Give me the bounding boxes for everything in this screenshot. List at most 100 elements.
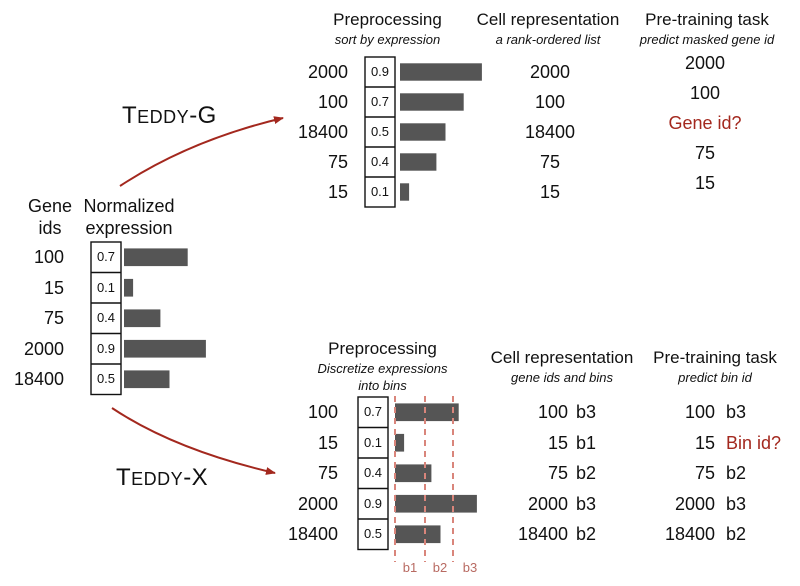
teddy-g-value-3: 0.4 [370,154,390,169]
teddy-g-task-header: Pre-training task [645,10,769,29]
teddy-x-task-gene-1: 15 [694,432,715,453]
left-bar-1 [124,278,134,297]
teddy-g-value-1: 0.7 [370,94,390,109]
teddy-x-gene-2: 75 [317,463,338,483]
teddy-x-bar-0 [395,403,459,422]
teddy-g-cell-item-0: 2000 [529,62,571,82]
teddy-g-gene-2: 18400 [297,122,348,142]
teddy-x-cell-gene-4: 18400 [518,524,569,544]
teddy-x-task-gene-3: 2000 [674,493,715,514]
teddy-x-bar-4 [395,525,441,544]
left-bar-0 [124,248,188,267]
left-bar-2 [124,309,161,328]
teddy-x-value-1: 0.1 [363,434,383,450]
left-gene-2: 75 [43,308,64,328]
teddy-x-cell-gene-0: 100 [537,402,568,422]
bin-label-b2: b2 [432,560,448,575]
teddy-x-task-gene-2: 75 [694,463,715,483]
teddy-g-gene-3: 75 [327,152,348,172]
arrow-to-teddy-x [111,407,276,475]
teddy-x-bar-1 [395,433,405,452]
teddy-x-masked-bin-id: Bin id? [726,432,782,453]
normalized-expression-header: Normalized expression [83,196,175,238]
teddy-x-task-bin-3: b3 [726,493,747,514]
left-value-4: 0.5 [96,371,116,386]
teddy-x-task-gene-0: 100 [684,402,715,422]
teddy-g-task-item-4: 15 [694,173,716,193]
teddy-x-preprocessing-header: Preprocessing [328,339,437,358]
teddy-g-bar-3 [400,153,437,171]
teddy-g-bar-4 [400,183,410,201]
teddy-g-cell-item-1: 100 [534,92,566,112]
teddy-x-cell-bin-4: b2 [576,524,597,544]
teddy-x-task-gene-4: 18400 [665,524,716,544]
teddy-x-gene-3: 2000 [297,493,338,514]
teddy-x-title: TEDDY-X [116,464,209,491]
teddy-g-task-item-3: 75 [694,143,716,163]
teddy-g-bar-0 [400,63,482,81]
teddy-g-gene-4: 15 [327,182,348,202]
teddy-x-cell-bin-3: b3 [576,493,597,514]
teddy-x-cell-gene-1: 15 [547,432,568,453]
teddy-g-cell-item-3: 75 [539,152,561,172]
teddy-x-task-bin-0: b3 [726,402,747,422]
teddy-x-preprocessing-subtitle: Discretize expressions into bins [317,361,448,393]
teddy-x-cell-bin-0: b3 [576,402,597,422]
teddy-x-value-2: 0.4 [363,465,383,480]
teddy-g-preprocessing-subtitle: sort by expression [334,32,441,47]
teddy-x-task-bin-2: b2 [726,463,747,483]
teddy-x-gene-4: 18400 [287,524,338,544]
left-value-2: 0.4 [96,310,116,325]
teddy-g-gene-1: 100 [317,92,348,112]
left-gene-1: 15 [43,277,64,298]
teddy-g-cell-subtitle: a rank-ordered list [495,32,601,47]
teddy-x-task-bin-4: b2 [726,524,747,544]
teddy-x-value-box [357,396,389,551]
left-gene-3: 2000 [23,338,64,359]
teddy-x-cell-bin-1: b1 [576,432,597,453]
bin-label-b3: b3 [462,560,478,575]
gene-ids-header: Gene ids [27,196,73,238]
arrow-to-teddy-g [119,116,284,187]
teddy-g-value-0: 0.9 [370,64,390,79]
teddy-x-gene-1: 15 [317,432,338,453]
teddy-g-title: TEDDY-G [122,102,217,129]
teddy-x-bar-3 [395,494,477,513]
teddy-x-task-header: Pre-training task [653,348,777,367]
teddy-x-task-subtitle: predict bin id [678,370,752,385]
teddy-x-cell-gene-2: 75 [547,463,568,483]
teddy-g-task-subtitle: predict masked gene id [639,32,775,47]
teddy-g-cell-header: Cell representation [476,10,620,29]
bin-label-b1: b1 [402,560,418,575]
teddy-g-bar-2 [400,123,446,141]
teddy-g-cell-item-2: 18400 [524,122,576,142]
left-bar-4 [124,370,170,389]
teddy-g-gene-0: 2000 [307,62,348,82]
teddy-x-value-4: 0.5 [363,526,383,541]
teddy-x-value-0: 0.7 [363,404,383,419]
teddy-g-task-item-1: 100 [689,83,721,103]
left-value-box [90,241,122,396]
teddy-g-value-box [364,56,396,208]
teddy-g-value-2: 0.5 [370,124,390,139]
teddy-x-cell-header: Cell representation [490,348,634,367]
teddy-x-cell-gene-3: 2000 [527,493,568,514]
left-gene-0: 100 [33,247,64,267]
teddy-x-bar-2 [395,464,432,483]
teddy-g-bar-1 [400,93,464,111]
left-gene-4: 18400 [13,369,64,389]
teddy-x-gene-0: 100 [307,402,338,422]
teddy-x-value-3: 0.9 [363,495,383,511]
teddy-g-cell-item-4: 15 [539,182,561,202]
left-bar-3 [124,339,206,358]
left-value-3: 0.9 [96,340,116,356]
teddy-g-value-4: 0.1 [370,184,390,199]
teddy-x-cell-bin-2: b2 [576,463,597,483]
left-value-0: 0.7 [96,249,116,264]
teddy-g-masked-gene-id: Gene id? [668,113,742,133]
left-value-1: 0.1 [96,279,116,295]
teddy-g-task-item-0: 2000 [684,53,726,73]
teddy-x-cell-subtitle: gene ids and bins [511,370,613,385]
